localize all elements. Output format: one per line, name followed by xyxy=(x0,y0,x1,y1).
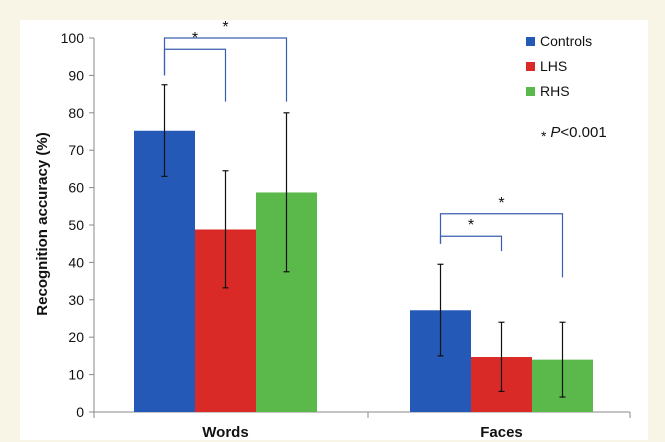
y-tick-label: 20 xyxy=(68,329,84,345)
y-tick-label: 0 xyxy=(76,404,84,420)
significance-star: * xyxy=(498,195,504,212)
legend-label: RHS xyxy=(540,83,570,99)
legend-label: LHS xyxy=(540,58,567,74)
significance-brackets: * * * * xyxy=(163,19,564,278)
bar xyxy=(134,130,195,412)
p-value-annotation: * P<0.001 xyxy=(541,124,607,144)
significance-star: * xyxy=(468,217,474,234)
y-tick-label: 60 xyxy=(68,180,84,196)
y-tick-label: 80 xyxy=(68,105,84,121)
p-value-threshold: <0.001 xyxy=(560,124,606,141)
significance-bracket xyxy=(163,48,227,102)
legend-swatch xyxy=(526,87,535,96)
y-tick-label: 10 xyxy=(68,367,84,383)
y-tick-label: 50 xyxy=(68,217,84,233)
y-axis-label: Recognition accuracy (%) xyxy=(34,132,51,315)
x-tick-label: Faces xyxy=(480,424,523,441)
p-value-marker: * xyxy=(541,128,550,144)
p-value-symbol: P xyxy=(550,124,560,141)
y-tick-label: 90 xyxy=(68,67,84,83)
legend-swatch xyxy=(526,62,535,71)
significance-star: * xyxy=(192,30,198,47)
significance-star: * xyxy=(222,19,228,36)
significance-bracket xyxy=(163,37,288,102)
legend-label: Controls xyxy=(540,33,592,49)
significance-bracket xyxy=(439,213,564,278)
y-tick-label: 40 xyxy=(68,254,84,270)
y-tick-label: 30 xyxy=(68,292,84,308)
y-tick-label: 70 xyxy=(68,142,84,158)
axes: 0 10 20 30 40 50 60 70 80 90 100 Words Faces xyxy=(61,30,631,441)
y-tick-label: 100 xyxy=(61,30,85,46)
significance-bracket xyxy=(439,235,503,252)
error-bars xyxy=(161,84,566,398)
legend-swatch xyxy=(526,37,535,46)
bars xyxy=(134,130,593,412)
p-value-text: * P<0.001 xyxy=(541,124,607,144)
legend: Controls LHS RHS xyxy=(526,33,592,99)
x-tick-label: Words xyxy=(202,424,248,441)
